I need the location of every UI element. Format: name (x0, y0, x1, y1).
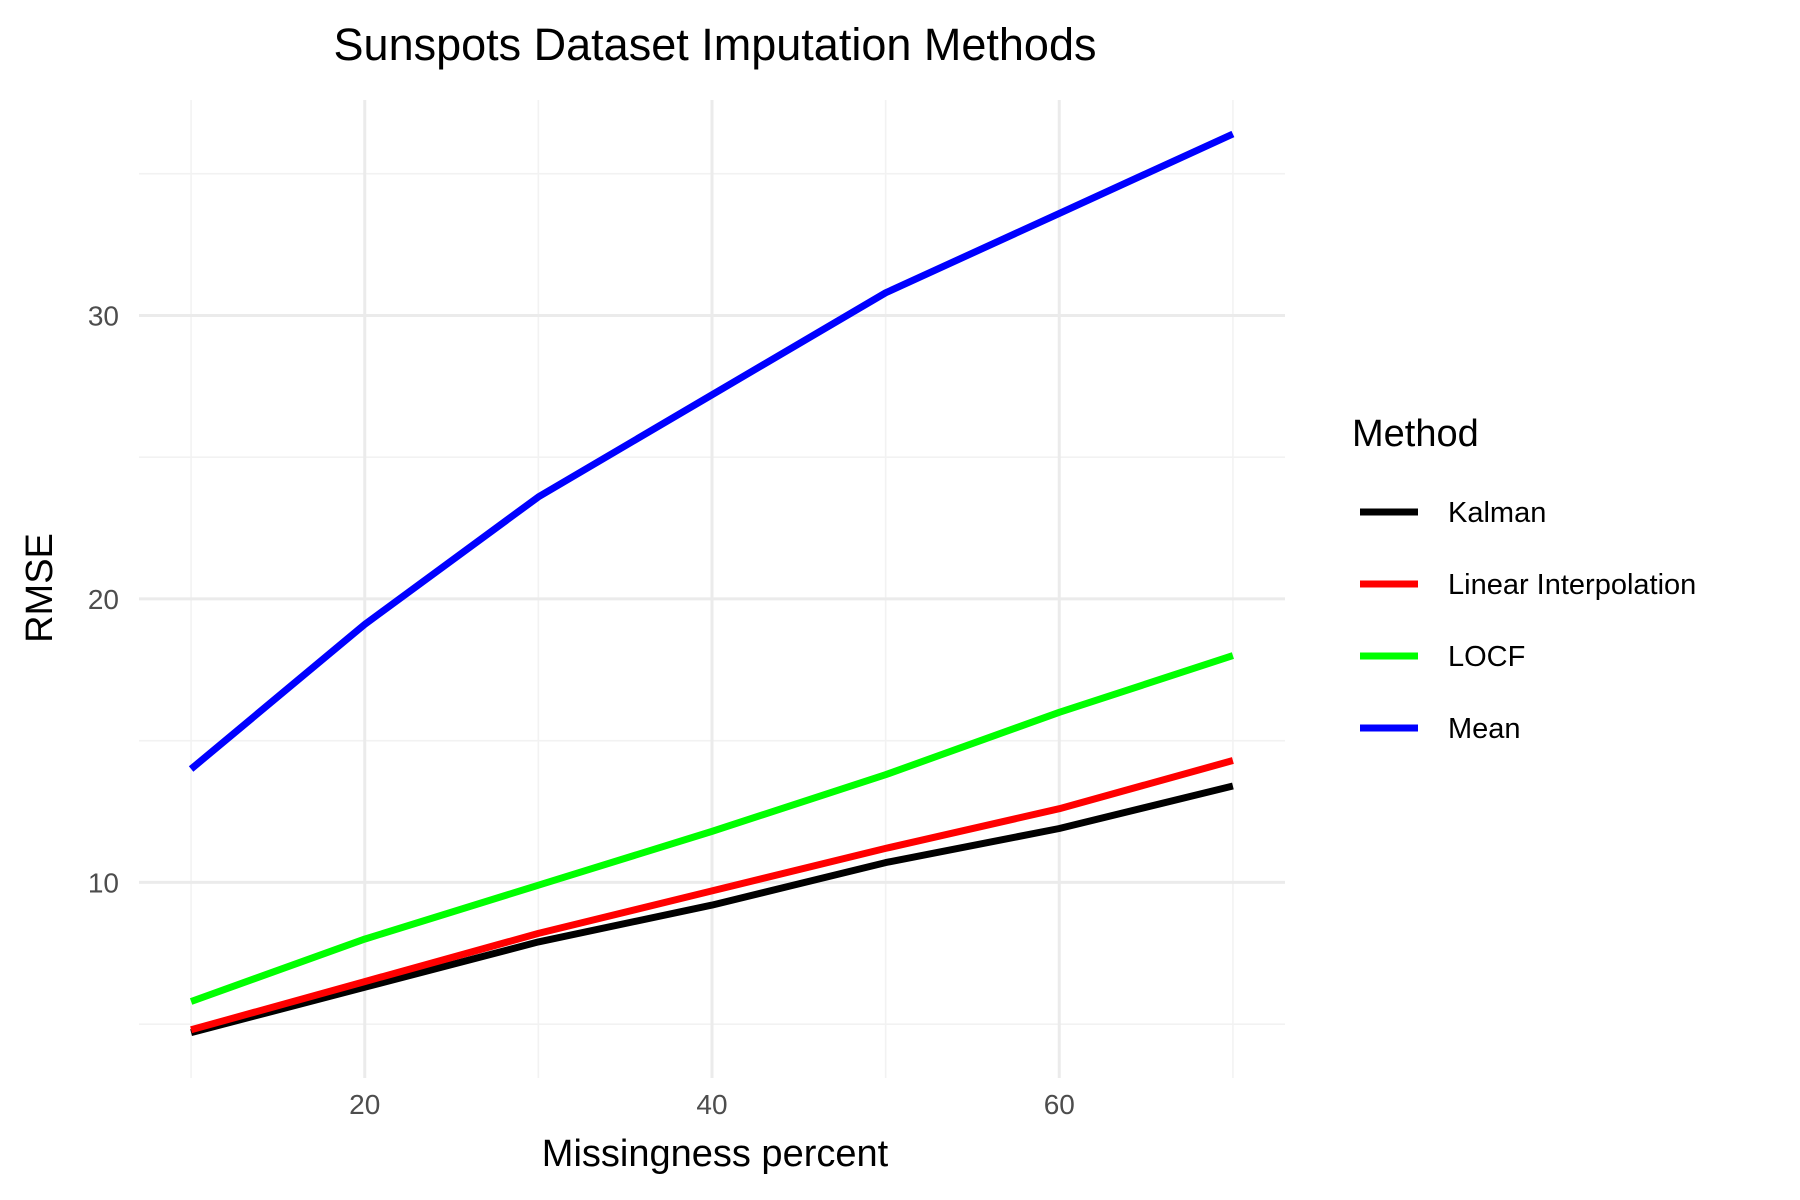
legend-label-linear-interpolation: Linear Interpolation (1448, 569, 1696, 601)
legend-title: Method (1352, 413, 1479, 455)
x-tick-label: 40 (696, 1089, 727, 1120)
legend-item-kalman: Kalman (1360, 497, 1546, 529)
x-tick-label: 20 (349, 1089, 380, 1120)
y-tick-label: 30 (88, 300, 119, 331)
legend: Method Kalman Linear Interpolation LOCF Mea… (1352, 413, 1696, 745)
series-lines (188, 130, 1235, 1036)
y-axis-tick-labels: 10 20 30 (88, 300, 119, 898)
legend-label-kalman: Kalman (1448, 497, 1546, 529)
plot-panel (139, 100, 1285, 1078)
series-line-mean (188, 130, 1235, 772)
legend-item-linear-interpolation: Linear Interpolation (1360, 569, 1696, 601)
y-tick-label: 10 (88, 867, 119, 898)
major-grid (139, 100, 1285, 1078)
series-line-kalman (190, 782, 1234, 1036)
series-line-locf (189, 652, 1234, 1005)
legend-item-locf: LOCF (1360, 641, 1525, 673)
x-axis-title: Missingness percent (542, 1133, 889, 1175)
legend-label-locf: LOCF (1448, 641, 1525, 673)
x-tick-label: 60 (1044, 1089, 1075, 1120)
legend-item-mean: Mean (1360, 713, 1521, 745)
y-axis-title: RMSE (19, 533, 61, 643)
series-line-linear-interpolation (190, 757, 1234, 1034)
chart-title: Sunspots Dataset Imputation Methods (334, 19, 1097, 70)
x-axis-tick-labels: 20 40 60 (349, 1089, 1075, 1120)
legend-label-mean: Mean (1448, 713, 1521, 745)
legend-items: Kalman Linear Interpolation LOCF Mean (1360, 497, 1696, 745)
y-tick-label: 20 (88, 584, 119, 615)
